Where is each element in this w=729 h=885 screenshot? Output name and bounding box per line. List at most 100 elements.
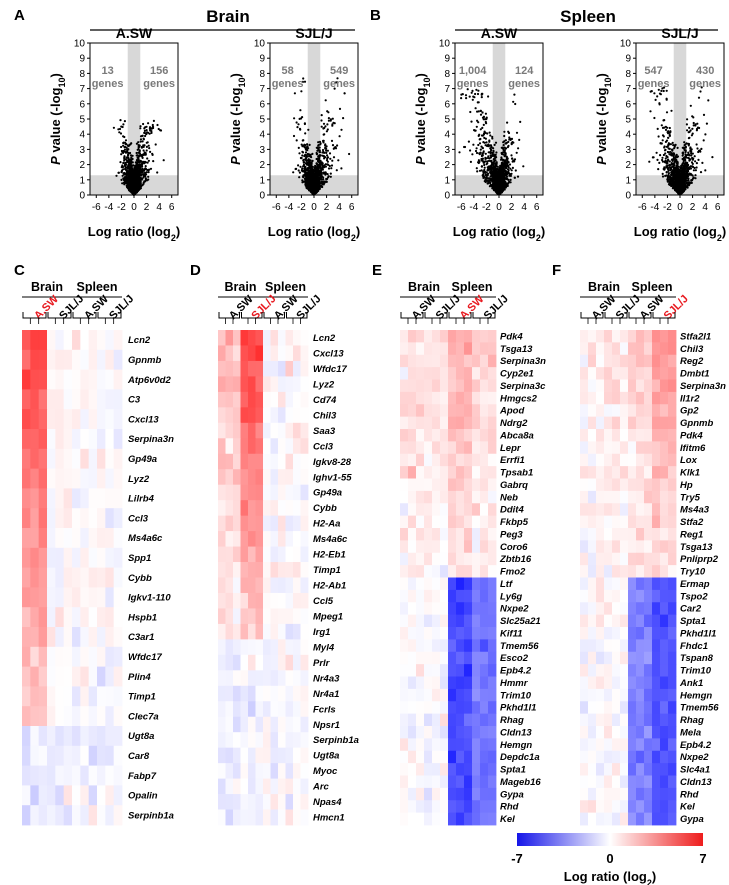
y-tick-label: 4: [79, 130, 85, 141]
volcano-point: [501, 179, 504, 183]
volcano-point: [322, 171, 325, 174]
volcano-point: [472, 95, 475, 98]
volcano-point: [328, 152, 332, 155]
panel-label-d: D: [190, 262, 201, 279]
volcano-point: [491, 137, 494, 140]
volcano-point: [336, 144, 339, 147]
volcano-point: [469, 110, 472, 114]
volcano-point: [665, 98, 668, 101]
volcano-point: [319, 142, 322, 145]
volcano-point: [327, 119, 330, 122]
volcano-point: [120, 149, 123, 153]
volcano-point: [486, 179, 489, 182]
x-tick-label: -2: [297, 202, 306, 213]
volcano-point: [688, 130, 691, 133]
volcano-point: [490, 154, 493, 157]
volcano-point: [326, 123, 329, 126]
volcano-point: [495, 151, 498, 154]
volcano-point: [503, 165, 506, 168]
y-tick-label: 6: [259, 99, 265, 110]
volcano-point: [317, 172, 320, 175]
volcano-point: [129, 185, 132, 188]
volcano-point: [480, 165, 483, 168]
volcano-point: [139, 187, 142, 190]
volcano-point: [338, 107, 342, 110]
volcano-point: [503, 130, 506, 133]
volcano-point: [485, 163, 488, 166]
x-tick-label: 4: [156, 202, 162, 213]
volcano-point: [482, 172, 485, 175]
volcano-point: [293, 117, 296, 120]
y-tick-label: 0: [444, 191, 450, 202]
volcano-point: [309, 159, 312, 162]
volcano-point: [468, 95, 471, 98]
volcano-point: [127, 153, 130, 156]
volcano-point: [665, 171, 668, 174]
volcano-point: [148, 168, 151, 171]
volcano-point: [311, 188, 314, 192]
volcano-point: [502, 176, 505, 179]
volcano-point: [131, 177, 134, 180]
volcano-point: [321, 154, 324, 157]
volcano-point: [478, 169, 482, 172]
volcano-point: [668, 153, 671, 156]
volcano-point: [479, 128, 482, 131]
volcano-point: [654, 98, 657, 101]
volcano-point: [320, 119, 323, 122]
volcano-point: [303, 171, 307, 174]
volcano-point: [489, 179, 492, 182]
volcano-point: [469, 149, 472, 152]
volcano-point: [320, 171, 323, 174]
volcano-point: [513, 176, 516, 179]
volcano-point: [146, 131, 149, 134]
y-tick-label: 9: [444, 54, 450, 65]
volcano-point: [689, 104, 692, 107]
volcano-point: [124, 158, 127, 161]
volcano-point: [316, 176, 319, 179]
volcano-point: [154, 143, 157, 146]
volcano-point: [475, 151, 479, 155]
volcano-point: [676, 146, 679, 149]
volcano-point: [309, 171, 312, 174]
volcano-point: [661, 172, 664, 175]
volcano-point: [698, 126, 701, 130]
volcano-point: [482, 160, 485, 163]
volcano-point: [127, 151, 130, 154]
volcano-point: [686, 129, 689, 132]
volcano-point: [322, 122, 326, 125]
volcano-point: [300, 90, 303, 93]
volcano-point: [138, 179, 141, 182]
volcano-point: [500, 188, 503, 191]
volcano-point: [512, 159, 516, 162]
volcano-point: [146, 161, 149, 164]
volcano-point: [502, 141, 505, 144]
volcano-point: [315, 162, 318, 165]
x-tick-label: 4: [336, 202, 342, 213]
volcano-point: [316, 160, 320, 163]
volcano-point: [131, 172, 134, 175]
volcano-point: [487, 95, 490, 98]
volcano-point: [137, 144, 140, 147]
volcano-point: [478, 133, 481, 136]
volcano-point: [292, 171, 295, 174]
volcano-point: [474, 92, 477, 96]
volcano-point: [128, 143, 131, 146]
y-tick-label: 2: [79, 160, 85, 171]
volcano-point: [302, 180, 306, 183]
x-tick-label: -4: [104, 202, 113, 213]
volcano-point: [668, 126, 671, 130]
volcano-point: [671, 148, 674, 151]
volcano-point: [505, 142, 508, 145]
volcano-point: [162, 159, 165, 162]
panel-label-e: E: [372, 262, 382, 279]
volcano-point: [142, 122, 145, 126]
volcano-point: [135, 142, 138, 145]
volcano-point: [296, 126, 299, 129]
volcano-point: [132, 184, 135, 187]
volcano-point: [147, 122, 150, 125]
volcano-point: [311, 178, 314, 181]
volcano-point: [696, 122, 699, 125]
volcano-point: [667, 173, 670, 177]
volcano-point: [486, 132, 489, 135]
volcano-point: [318, 150, 321, 153]
